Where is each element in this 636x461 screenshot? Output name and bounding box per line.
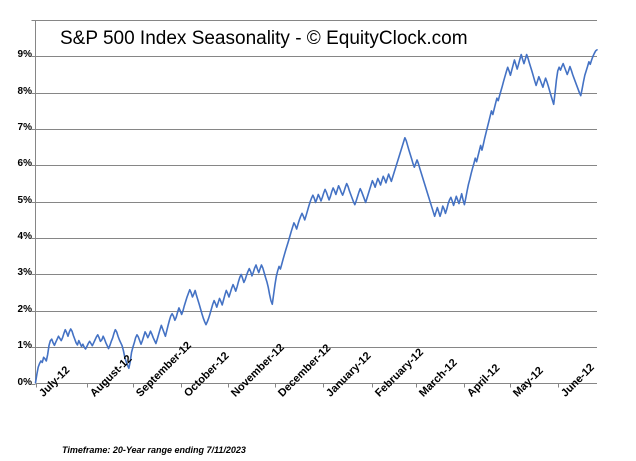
- x-axis-tick-label: January-12: [324, 349, 374, 399]
- x-axis-tick-label: May-12: [511, 364, 546, 399]
- x-axis-tick-label: July-12: [36, 363, 72, 399]
- timeframe-footnote: Timeframe: 20-Year range ending 7/11/202…: [62, 445, 246, 455]
- gridlines: [35, 20, 597, 348]
- y-axis-tick-label: 3%: [17, 267, 32, 279]
- x-axis-tick-label: April-12: [465, 361, 503, 399]
- y-axis-tick-label: 7%: [17, 122, 32, 134]
- x-axis-tick-label: October-12: [182, 349, 232, 399]
- y-axis-tick-label: 2%: [17, 303, 32, 315]
- x-axis-tick-label: August-12: [88, 352, 135, 399]
- data-series-line: [34, 49, 598, 384]
- y-axis-tick-label: 1%: [17, 340, 32, 352]
- y-axis-tick-label: 8%: [17, 85, 32, 97]
- y-axis-ticks: [31, 20, 36, 385]
- y-axis-labels: 9% 8% 7% 6% 5% 4% 3% 2% 1% 0%: [5, 0, 32, 461]
- y-axis-tick-label: 4%: [17, 231, 32, 243]
- chart-title: S&P 500 Index Seasonality - © EquityCloc…: [60, 28, 468, 49]
- y-axis-tick-label: 6%: [17, 158, 32, 170]
- y-axis-tick-label: 9%: [17, 49, 32, 61]
- y-axis-tick-label: 5%: [17, 194, 32, 206]
- x-axis-ticks: [36, 383, 559, 388]
- y-axis-tick-label: 0%: [17, 376, 32, 388]
- x-axis-tick-label: June-12: [559, 361, 597, 399]
- x-axis-tick-label: March-12: [417, 356, 460, 399]
